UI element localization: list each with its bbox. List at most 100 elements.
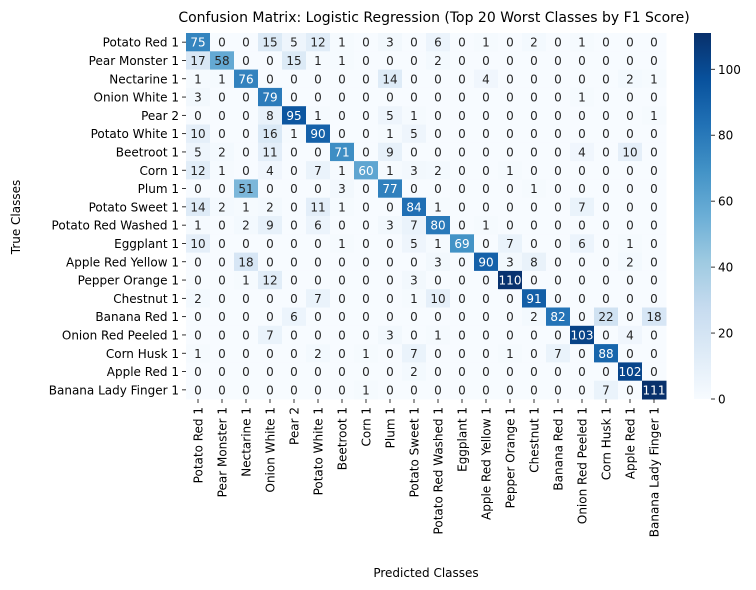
cell-value-label: 0 (410, 54, 418, 68)
heatmap-cell (258, 344, 283, 363)
heatmap-cell (330, 380, 355, 400)
cell-value-label: 0 (242, 54, 250, 68)
x-tick-label: Pepper Orange 1 (504, 407, 518, 508)
heatmap-cell (522, 179, 547, 199)
cell-value-label: 0 (554, 127, 562, 141)
x-tick-label: Potato Red 1 (192, 407, 206, 483)
heatmap-cell (474, 344, 499, 363)
cell-value-label: 1 (626, 237, 634, 251)
cell-value-label: 0 (362, 255, 370, 269)
heatmap-cell (402, 307, 427, 327)
cell-value-label: 0 (530, 164, 538, 178)
cell-value-label: 0 (338, 219, 346, 233)
heatmap-cell (402, 51, 427, 71)
cell-value-label: 110 (499, 274, 522, 288)
cell-value-label: 0 (554, 383, 562, 397)
heatmap-cell (186, 216, 211, 235)
cell-value-label: 0 (650, 200, 658, 214)
heatmap-cell (642, 380, 667, 400)
cell-value-label: 0 (290, 255, 298, 269)
y-tick-label: Onion White 1 (94, 91, 180, 105)
heatmap-cell (258, 289, 283, 308)
cell-value-label: 0 (482, 292, 490, 306)
cell-value-label: 1 (362, 383, 370, 397)
cell-value-label: 0 (458, 127, 466, 141)
cell-value-label: 0 (578, 255, 586, 269)
cell-value-label: 84 (406, 200, 421, 214)
cell-value-label: 0 (458, 54, 466, 68)
heatmap-cell (546, 124, 571, 144)
cell-value-label: 0 (338, 365, 346, 379)
cell-value-label: 0 (482, 164, 490, 178)
heatmap-cell (234, 216, 259, 235)
heatmap-cell (258, 307, 283, 327)
cell-value-label: 0 (578, 383, 586, 397)
heatmap-cell (378, 33, 403, 52)
x-tick-label: Eggplant 1 (456, 407, 470, 472)
heatmap-cell (354, 216, 379, 235)
heatmap-cell (378, 270, 403, 290)
heatmap-cell (570, 197, 595, 217)
cell-value-label: 9 (386, 145, 394, 159)
x-tick-label: Corn Husk 1 (600, 407, 614, 480)
heatmap-cell (570, 51, 595, 71)
heatmap-cell (426, 325, 451, 345)
heatmap-cell (618, 179, 643, 199)
cell-value-label: 0 (314, 365, 322, 379)
cell-value-label: 5 (194, 145, 202, 159)
heatmap-cell (498, 252, 523, 272)
cell-value-label: 0 (626, 274, 634, 288)
cell-value-label: 15 (286, 54, 301, 68)
heatmap-cell (570, 289, 595, 308)
cell-value-label: 0 (290, 164, 298, 178)
heatmap-cell (378, 124, 403, 144)
cell-value-label: 0 (458, 200, 466, 214)
cell-value-label: 0 (290, 274, 298, 288)
heatmap-cell (306, 124, 331, 144)
cell-value-label: 9 (266, 219, 274, 233)
cell-value-label: 0 (434, 347, 442, 361)
heatmap-cell (570, 234, 595, 254)
heatmap-cell (570, 252, 595, 272)
heatmap-cell (258, 51, 283, 71)
cell-value-label: 14 (382, 72, 397, 86)
heatmap-cell (234, 161, 259, 180)
heatmap-cell (642, 216, 667, 235)
heatmap-cell (498, 325, 523, 345)
cell-value-label: 0 (602, 54, 610, 68)
heatmap-cell (426, 51, 451, 71)
cell-value-label: 0 (362, 36, 370, 50)
heatmap-cell (330, 216, 355, 235)
heatmap-cell (258, 380, 283, 400)
cell-value-label: 4 (482, 72, 490, 86)
heatmap-cell (210, 344, 235, 363)
heatmap-cell (258, 124, 283, 144)
heatmap-cell (594, 179, 619, 199)
cell-value-label: 0 (650, 219, 658, 233)
heatmap-cell (642, 197, 667, 217)
heatmap-cell (450, 252, 475, 272)
heatmap-cell (546, 69, 571, 89)
heatmap-cell (570, 69, 595, 89)
heatmap-cell (570, 179, 595, 199)
heatmap-cell (642, 124, 667, 144)
heatmap-cell (234, 380, 259, 400)
cell-value-label: 0 (458, 274, 466, 288)
y-axis-tick-labels: Potato Red 1 Pear Monster 1 Nectarine 1 Oni… (49, 36, 186, 397)
cell-value-label: 18 (646, 310, 661, 324)
cell-value-label: 0 (434, 310, 442, 324)
cell-value-label: 0 (218, 310, 226, 324)
colorbar-tick-labels: 0 20 40 60 80 100 (711, 63, 741, 407)
cell-value-label: 0 (602, 219, 610, 233)
cell-value-label: 2 (530, 310, 538, 324)
heatmap-cell (546, 106, 571, 125)
cell-value-label: 1 (650, 72, 658, 86)
heatmap-cell (546, 161, 571, 180)
cell-value-label: 0 (506, 145, 514, 159)
heatmap-cell (354, 380, 379, 400)
heatmap-cell (546, 142, 571, 162)
cell-value-label: 0 (530, 383, 538, 397)
heatmap-cell (642, 362, 667, 382)
x-tick-label: Pear Monster 1 (216, 407, 230, 497)
cell-value-label: 12 (310, 36, 325, 50)
